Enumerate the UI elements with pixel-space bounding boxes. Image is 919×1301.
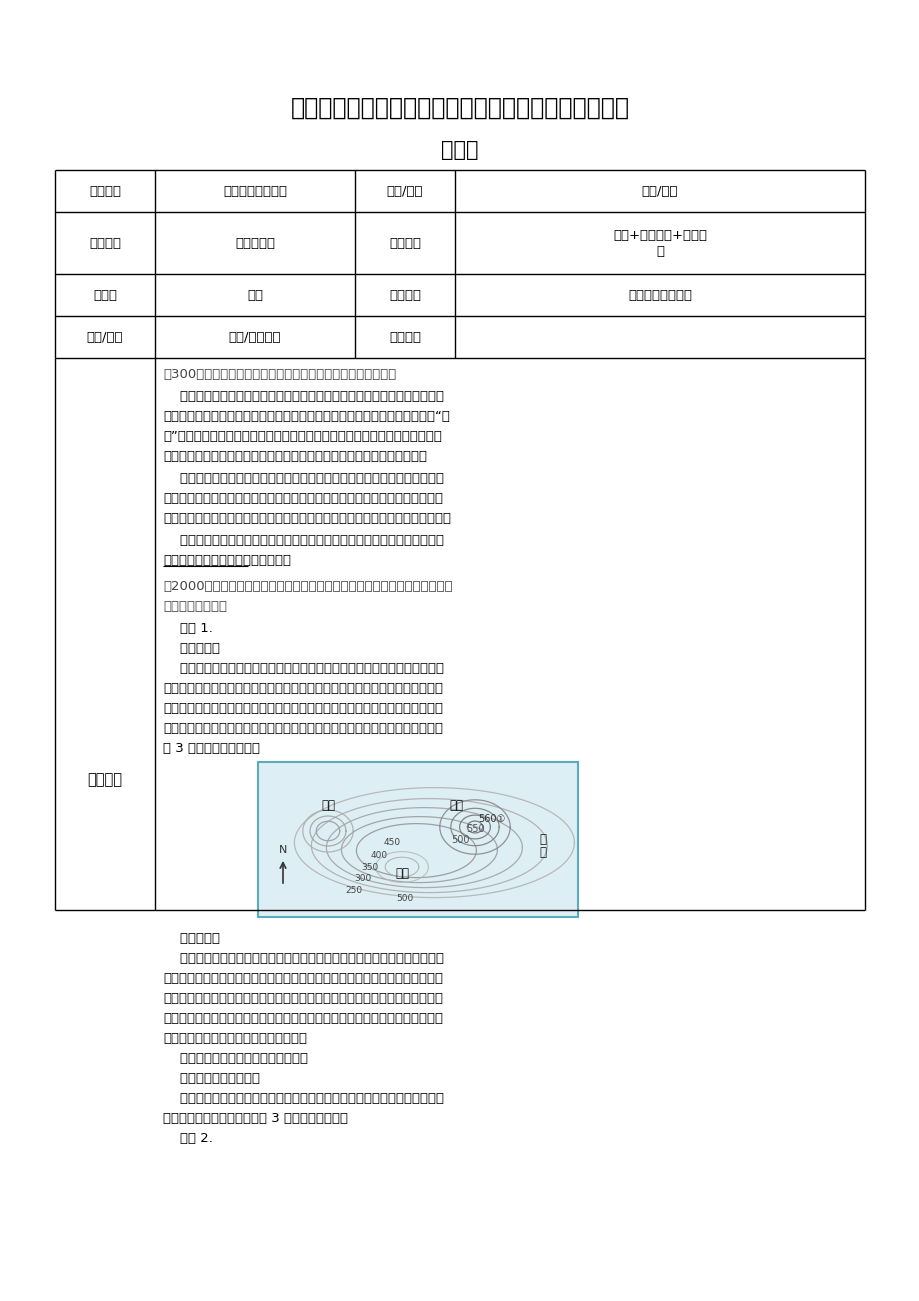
Text: 学段/学科: 学段/学科 <box>386 185 423 198</box>
Text: 250: 250 <box>345 886 362 895</box>
Text: 形图，判读不同的山体部位即山峰、山谷、山脊、陡崖，观察归纳不同的山体部: 形图，判读不同的山体部位即山峰、山谷、山脊、陡崖，观察归纳不同的山体部 <box>163 1012 443 1025</box>
Text: 申报人: 申报人 <box>93 289 117 302</box>
Text: 工作单位: 工作单位 <box>389 289 421 302</box>
Text: 成时间及场所等。: 成时间及场所等。 <box>163 600 227 613</box>
Text: 中国学生发展要具备核心素养，在初中地理课程中的具体化即地理课程要培: 中国学生发展要具备核心素养，在初中地理课程中的具体化即地理课程要培 <box>163 390 444 403</box>
Text: 400: 400 <box>370 851 387 860</box>
Text: 550: 550 <box>466 824 484 834</box>
Text: 450: 450 <box>383 838 400 847</box>
Text: 联系电话: 联系电话 <box>389 330 421 343</box>
Text: 地形观察，说出等高线地形图表示地形的方法；在地形图上识别一些基本地形。: 地形观察，说出等高线地形图表示地形的方法；在地形图上识别一些基本地形。 <box>163 972 443 985</box>
Text: 七年级上册地理第一章《第四节地形图的判读》之等高线地形图，认识等高线地: 七年级上册地理第一章《第四节地形图的判读》之等高线地形图，认识等高线地 <box>163 991 443 1004</box>
Text: 崖: 崖 <box>539 846 546 859</box>
Text: （300字以内）概括描述作业设计的理念、依据、预期效果等。: （300字以内）概括描述作业设计的理念、依据、预期效果等。 <box>163 368 396 381</box>
Text: 预计学生完成时间及场所：大致在五分钟内，利用课堂时间完成，每组组长: 预计学生完成时间及场所：大致在五分钟内，利用课堂时间完成，每组组长 <box>163 1092 444 1105</box>
Text: 作业类型: 作业类型 <box>89 237 121 250</box>
Text: 维方式和能力、行动力和意志品质。: 维方式和能力、行动力和意志品质。 <box>163 554 290 567</box>
Text: 500: 500 <box>450 835 469 846</box>
Text: 作业内容：: 作业内容： <box>163 641 220 654</box>
Text: 山脊: 山脊 <box>321 799 335 812</box>
Text: 写、画一画到动一动再到走出去，一步步加大挑战，逐步实践认识等高线地形图。: 写、画一画到动一动再到走出去，一步步加大挑战，逐步实践认识等高线地形图。 <box>163 513 450 526</box>
Text: 初中/地理: 初中/地理 <box>641 185 677 198</box>
Text: 陡: 陡 <box>539 833 546 846</box>
Text: 地理课程标准中，地理工具和地理实践中的一条课程内容为结合地形观察，: 地理课程标准中，地理工具和地理实践中的一条课程内容为结合地形观察， <box>163 472 444 485</box>
Text: 线地形图，判读不同的山体部位即山峰、山脊、山谷、陡崖，观察归纳不同的山: 线地形图，判读不同的山体部位即山峰、山脊、山谷、陡崖，观察归纳不同的山 <box>163 682 443 695</box>
Text: N: N <box>278 846 287 855</box>
Text: 难度比例：基本任务。: 难度比例：基本任务。 <box>163 1072 260 1085</box>
Text: 业设计旨在培育初中生地理核心素养，使初中生有理想、有本领、有担当。: 业设计旨在培育初中生地理核心素养，使初中生有理想、有本领、有担当。 <box>163 450 426 463</box>
Text: 减”工作的落实，应更加注重初中生地理核心素养的培育。认识等高线地形图作: 减”工作的落实，应更加注重初中生地理核心素养的培育。认识等高线地形图作 <box>163 431 441 444</box>
Text: 作业 1.: 作业 1. <box>163 622 212 635</box>
Text: 书面+手工作品+完成活: 书面+手工作品+完成活 <box>612 229 706 242</box>
Text: 龙港区义务教育阶段学校优秀作业设计与评价典型案例: 龙港区义务教育阶段学校优秀作业设计与评价典型案例 <box>290 96 629 120</box>
Text: 出 3 本优秀作业展示。）: 出 3 本优秀作业展示。） <box>163 742 260 755</box>
Text: 体部位等高线的分布特点。如图。（书面形式。要求全员同学独立完成。基本任: 体部位等高线的分布特点。如图。（书面形式。要求全员同学独立完成。基本任 <box>163 703 443 716</box>
Text: 赵博: 赵博 <box>246 289 263 302</box>
Text: 动: 动 <box>655 245 664 258</box>
Text: 说出等高线地形图表示地形的方法；在地形图上识别一些基本地形。作业从写一: 说出等高线地形图表示地形的方法；在地形图上识别一些基本地形。作业从写一 <box>163 492 443 505</box>
Text: 分层情况：要求全员同学独立完成。: 分层情况：要求全员同学独立完成。 <box>163 1053 308 1066</box>
Text: 认识等高线地形图: 认识等高线地形图 <box>222 185 287 198</box>
Text: 检查组员作业完成情况并选出 3 本优秀作业展示。: 检查组员作业完成情况并选出 3 本优秀作业展示。 <box>163 1112 347 1125</box>
Text: 教师/中学一级: 教师/中学一级 <box>229 330 281 343</box>
Text: 山谷: 山谷 <box>394 866 409 879</box>
Text: 育的核心素养包括人地协调观、综合思维和区域认知、地理实践力。而且随着“双: 育的核心素养包括人地协调观、综合思维和区域认知、地理实践力。而且随着“双 <box>163 410 449 423</box>
Text: 务。大致在五分钟内，利用课堂时间完成，每组组长检查组员作业完成情况并选: 务。大致在五分钟内，利用课堂时间完成，每组组长检查组员作业完成情况并选 <box>163 722 443 735</box>
Text: 实践性作业: 实践性作业 <box>234 237 275 250</box>
Text: 作业简述: 作业简述 <box>87 773 122 787</box>
Text: 350: 350 <box>361 863 379 872</box>
Text: 作业说明：: 作业说明： <box>163 932 220 945</box>
Text: 葫芦岛市实验中学: 葫芦岛市实验中学 <box>628 289 691 302</box>
Text: 作业 2.: 作业 2. <box>163 1132 212 1145</box>
Text: 通过作业，使学生认识等高线地形图，养成地理核心素养的正确价值观、思: 通过作业，使学生认识等高线地形图，养成地理核心素养的正确价值观、思 <box>163 533 444 546</box>
Text: （2000字以内）系统描述作业的内容来源、分层情况、难度比例、预计学生完: （2000字以内）系统描述作业的内容来源、分层情况、难度比例、预计学生完 <box>163 580 452 593</box>
Text: 呈现形式: 呈现形式 <box>389 237 421 250</box>
Text: 案例名称: 案例名称 <box>89 185 121 198</box>
Text: 560①: 560① <box>478 814 505 824</box>
Text: 内容来源：地理课程标准中，地理工具和地理实践中的一条课程内容为结合: 内容来源：地理课程标准中，地理工具和地理实践中的一条课程内容为结合 <box>163 952 444 965</box>
Text: 职务/职称: 职务/职称 <box>86 330 123 343</box>
Text: 位等高线的分布特点。书面形式。原创。: 位等高线的分布特点。书面形式。原创。 <box>163 1032 307 1045</box>
Text: 500: 500 <box>396 894 414 903</box>
Text: 写一写，画一画，认识等高线地形图。在地理作业本上写出画出典型的等高: 写一写，画一画，认识等高线地形图。在地理作业本上写出画出典型的等高 <box>163 662 444 675</box>
Text: 申报表: 申报表 <box>441 141 478 160</box>
Text: 山峰: 山峰 <box>448 799 462 812</box>
Bar <box>257 762 577 917</box>
Text: 300: 300 <box>354 873 371 882</box>
